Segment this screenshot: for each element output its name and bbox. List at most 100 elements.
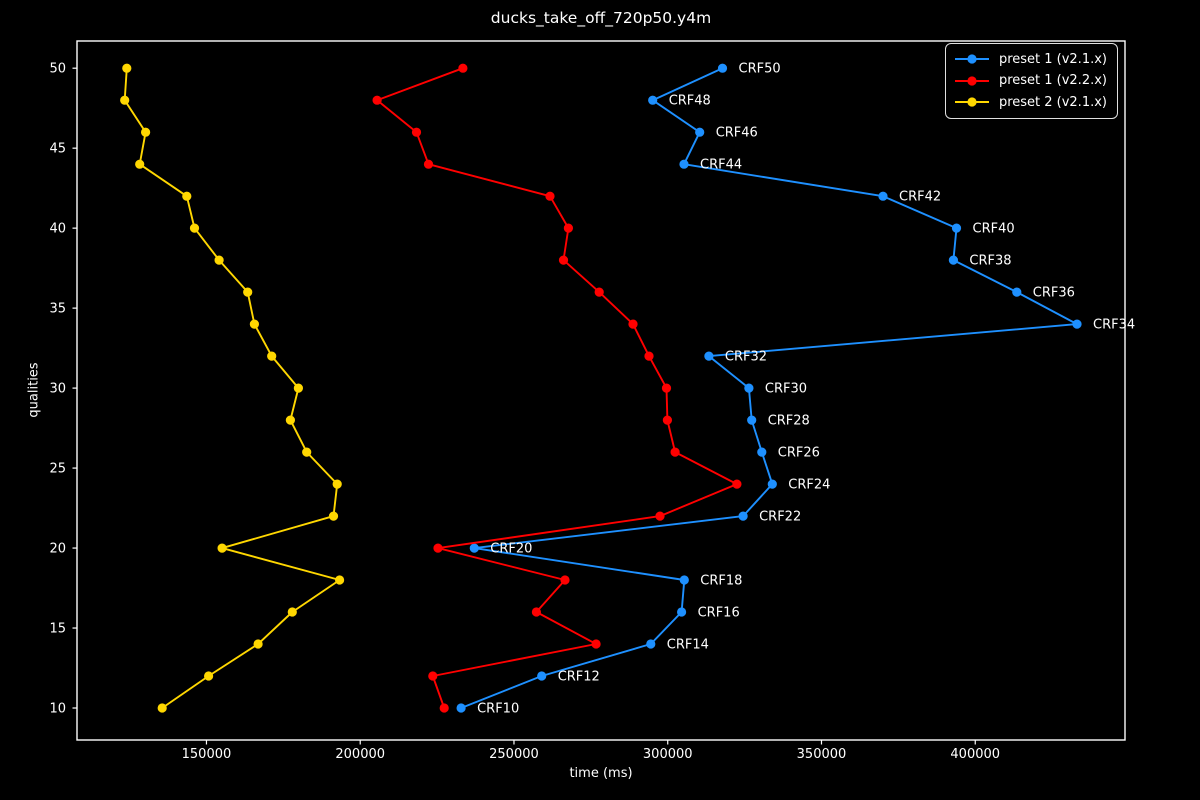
y-axis-label: qualities [26, 362, 42, 418]
y-tick-label: 45 [49, 142, 66, 157]
data-point-marker [948, 255, 959, 265]
data-point-marker [469, 543, 479, 553]
y-tick-label: 35 [49, 302, 66, 317]
y-tick-label: 50 [49, 62, 66, 77]
data-point-marker [204, 671, 214, 681]
data-point-marker [1072, 319, 1082, 329]
data-point-marker [594, 287, 604, 297]
legend-row: preset 1 (v2.1.x) [954, 50, 1107, 69]
data-point-marker [285, 415, 295, 425]
point-annotation: CRF14 [667, 638, 709, 653]
y-tick-label: 15 [49, 622, 66, 637]
legend-line-sample [954, 76, 989, 86]
data-point-marker [302, 447, 312, 457]
data-point-marker [670, 447, 680, 457]
data-point-marker [249, 319, 259, 329]
point-annotation: CRF28 [768, 414, 810, 429]
data-point-marker [951, 223, 962, 233]
point-annotation: CRF12 [558, 670, 600, 685]
legend-row: preset 2 (v2.1.x) [954, 93, 1107, 112]
data-point-marker [214, 255, 224, 265]
data-point-marker [433, 543, 443, 553]
point-annotation: CRF24 [788, 478, 830, 493]
point-annotation: CRF48 [669, 94, 711, 109]
point-annotation: CRF40 [973, 222, 1015, 237]
data-point-marker [757, 447, 767, 457]
data-point-marker [423, 159, 434, 169]
data-point-marker [243, 287, 253, 297]
data-point-marker [189, 223, 200, 233]
data-point-marker [717, 63, 728, 73]
point-annotation: CRF16 [698, 606, 740, 621]
data-point-marker [135, 159, 145, 169]
data-point-marker [531, 607, 542, 617]
data-point-marker [558, 255, 569, 265]
point-annotation: CRF50 [739, 62, 781, 77]
legend-row: preset 1 (v2.2.x) [954, 72, 1107, 91]
point-annotation: CRF26 [778, 446, 820, 461]
data-point-marker [122, 63, 132, 73]
x-tick-label: 250000 [489, 747, 539, 762]
point-annotation: CRF30 [765, 382, 807, 397]
data-point-marker [628, 319, 638, 329]
point-annotation: CRF36 [1033, 286, 1075, 301]
data-point-marker [677, 607, 687, 617]
data-point-marker [744, 383, 754, 393]
data-point-marker [411, 127, 422, 137]
data-point-marker [428, 671, 438, 681]
data-point-marker [738, 511, 748, 521]
data-point-marker [732, 479, 742, 489]
point-annotation: CRF22 [759, 510, 801, 525]
data-point-marker [644, 351, 654, 361]
data-point-marker [253, 639, 263, 649]
x-tick-label: 150000 [182, 747, 232, 762]
data-point-marker [372, 95, 382, 105]
data-point-marker [120, 95, 130, 105]
data-point-marker [704, 351, 714, 361]
legend-label: preset 2 (v2.1.x) [998, 94, 1107, 110]
point-annotation: CRF46 [716, 126, 758, 141]
data-point-marker [328, 511, 339, 521]
plot-frame [76, 40, 1126, 741]
data-point-marker [439, 703, 449, 713]
x-tick-label: 300000 [643, 747, 693, 762]
data-point-marker [293, 383, 303, 393]
data-point-marker [695, 127, 705, 137]
y-tick-label: 30 [49, 382, 66, 397]
point-annotation: CRF38 [969, 254, 1011, 269]
legend-label: preset 1 (v2.1.x) [998, 51, 1107, 67]
legend-label: preset 1 (v2.2.x) [998, 73, 1107, 89]
data-point-marker [458, 63, 468, 73]
legend-line-sample [954, 97, 989, 107]
data-point-marker [563, 223, 574, 233]
x-tick-label: 400000 [950, 747, 1000, 762]
data-point-marker [332, 479, 342, 489]
y-tick-label: 40 [49, 222, 66, 237]
data-point-marker [747, 415, 757, 425]
x-axis-label: time (ms) [569, 766, 633, 781]
data-point-marker [545, 191, 555, 201]
data-point-marker [157, 703, 167, 713]
y-tick-label: 20 [49, 542, 66, 557]
data-point-marker [655, 511, 665, 521]
data-point-marker [267, 351, 277, 361]
data-point-marker [878, 191, 888, 201]
legend: preset 1 (v2.1.x) preset 1 (v2.2.x) preset… [944, 43, 1118, 119]
data-point-marker [287, 607, 297, 617]
chart-title: ducks_take_off_720p50.y4m [490, 9, 712, 27]
point-annotation: CRF34 [1093, 318, 1135, 333]
point-annotation: CRF42 [899, 190, 941, 205]
series-line-2 [123, 68, 341, 709]
point-annotation: CRF20 [490, 542, 532, 557]
data-point-marker [767, 479, 777, 489]
data-point-marker [456, 703, 466, 713]
data-point-marker [591, 639, 601, 649]
data-point-marker [679, 575, 689, 585]
data-point-marker [537, 671, 547, 681]
data-point-marker [661, 383, 672, 393]
data-point-marker [182, 191, 192, 201]
x-tick-label: 200000 [335, 747, 385, 762]
x-tick-label: 350000 [797, 747, 847, 762]
